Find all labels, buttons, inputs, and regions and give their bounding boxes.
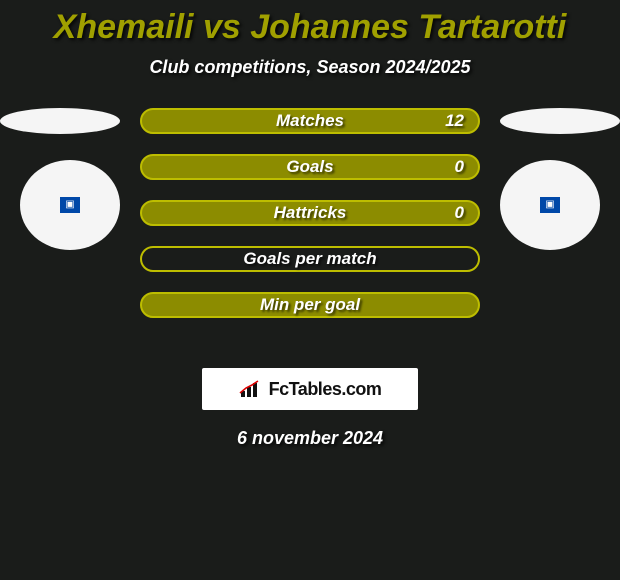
date-stamp: 6 november 2024 [0, 428, 620, 449]
subtitle: Club competitions, Season 2024/2025 [0, 57, 620, 78]
page-title: Xhemaili vs Johannes Tartarotti [0, 0, 620, 47]
logo-text: FcTables.com [269, 379, 382, 400]
comparison-arena: ▣ ▣ Matches 12 Goals 0 Hattricks 0 Goals per m… [0, 108, 620, 368]
placeholder-icon: ▣ [60, 197, 80, 213]
stat-label: Hattricks [274, 203, 347, 223]
stat-bar: Goals per match [140, 246, 480, 272]
fctables-logo: FcTables.com [202, 368, 418, 410]
player-right-avatar: ▣ [500, 160, 600, 250]
stat-label: Matches [276, 111, 344, 131]
stat-bar: Goals 0 [140, 154, 480, 180]
player-right-shadow [500, 108, 620, 134]
stat-bar: Min per goal [140, 292, 480, 318]
stat-label: Min per goal [260, 295, 360, 315]
stat-bar: Hattricks 0 [140, 200, 480, 226]
stat-bar: Matches 12 [140, 108, 480, 134]
stat-value-right: 0 [455, 203, 464, 223]
stat-bars: Matches 12 Goals 0 Hattricks 0 Goals per match… [140, 108, 480, 338]
placeholder-icon: ▣ [540, 197, 560, 213]
bar-chart-icon [239, 379, 263, 399]
player-left-shadow [0, 108, 120, 134]
stat-label: Goals per match [243, 249, 376, 269]
player-left-avatar: ▣ [20, 160, 120, 250]
stat-value-right: 0 [455, 157, 464, 177]
stat-value-right: 12 [445, 111, 464, 131]
stat-label: Goals [286, 157, 333, 177]
